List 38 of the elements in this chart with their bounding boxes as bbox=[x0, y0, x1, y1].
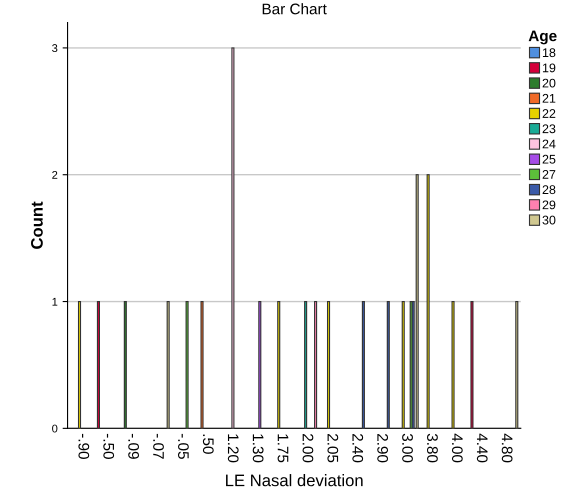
x-tick-label: -.05 bbox=[178, 434, 189, 459]
y-tick-label: 1 bbox=[52, 298, 58, 306]
x-tick-label: 4.80 bbox=[502, 434, 513, 462]
x-tick-label: 4.40 bbox=[476, 434, 488, 462]
x-tick-label: -.09 bbox=[128, 434, 140, 459]
x-tick-label: .50 bbox=[202, 434, 214, 454]
legend-label: 27 bbox=[542, 170, 556, 179]
legend-label: 22 bbox=[542, 109, 556, 118]
x-tick-label: 2.05 bbox=[327, 434, 338, 462]
legend-label: 25 bbox=[542, 154, 556, 164]
legend-label: 19 bbox=[542, 63, 556, 72]
y-tick-label: 0 bbox=[52, 424, 58, 432]
x-axis-title: LE Nasal deviation bbox=[226, 474, 363, 486]
x-tick-label: 2.40 bbox=[352, 434, 364, 462]
legend-label: 24 bbox=[542, 140, 556, 148]
x-tick-label: 1.75 bbox=[278, 434, 288, 462]
legend-label: 23 bbox=[542, 124, 556, 134]
x-tick-label: 3.00 bbox=[402, 434, 413, 462]
legend-label: 28 bbox=[542, 185, 556, 194]
x-tick-label: -.50 bbox=[103, 434, 114, 459]
legend-label: 21 bbox=[542, 94, 556, 103]
x-tick-label: 3.80 bbox=[427, 434, 438, 462]
x-tick-label: 4.00 bbox=[452, 434, 463, 462]
x-tick-label: -.07 bbox=[153, 434, 164, 459]
y-axis-title: Count bbox=[31, 202, 43, 249]
x-tick-label: -.90 bbox=[78, 434, 90, 459]
x-tick-label: 1.20 bbox=[228, 434, 239, 462]
x-tick-label: 1.30 bbox=[252, 434, 264, 462]
x-tick-label: 2.00 bbox=[302, 434, 314, 462]
legend-title: Age bbox=[528, 30, 557, 44]
legend-label: 30 bbox=[542, 216, 556, 225]
chart-title: Bar Chart bbox=[262, 3, 327, 14]
legend-label: 18 bbox=[542, 48, 556, 58]
y-tick-label: 2 bbox=[52, 170, 58, 179]
y-tick-label: 3 bbox=[52, 44, 58, 52]
x-tick-label: 2.90 bbox=[377, 434, 388, 462]
legend-label: 20 bbox=[542, 78, 556, 88]
legend-label: 29 bbox=[542, 200, 556, 210]
